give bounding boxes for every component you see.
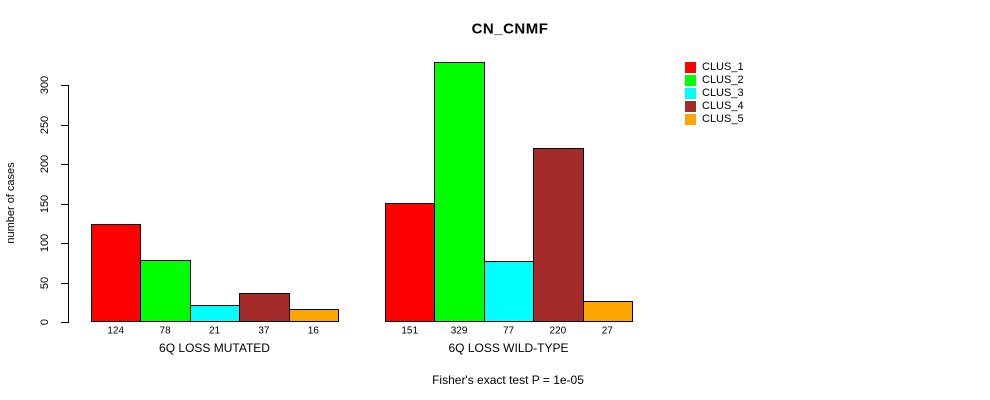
legend-item: CLUS_3 — [685, 88, 744, 99]
y-tick — [61, 282, 69, 284]
legend-item: CLUS_1 — [685, 62, 744, 73]
bar-clus_3-group2 — [483, 261, 535, 322]
legend-label: CLUS_2 — [702, 74, 744, 86]
legend-swatch-clus_3 — [685, 88, 696, 99]
y-tick — [61, 243, 69, 244]
y-tick — [61, 85, 69, 86]
y-tick-label: 250 — [39, 115, 51, 134]
y-tick — [61, 124, 69, 126]
legend-item: CLUS_2 — [685, 75, 744, 86]
chart-title: CN_CNMF — [471, 20, 549, 38]
y-tick — [61, 164, 69, 165]
bar-value-label: 220 — [549, 325, 567, 337]
y-tick-label: 100 — [39, 233, 51, 253]
y-tick-label: 50 — [39, 276, 51, 289]
legend-label: CLUS_5 — [702, 113, 744, 125]
y-axis-label: number of cases — [5, 162, 17, 244]
bar-value-label: 16 — [307, 325, 319, 337]
legend-swatch-clus_5 — [685, 114, 696, 125]
y-tick-label: 150 — [39, 194, 51, 213]
legend-label: CLUS_3 — [702, 87, 744, 99]
legend-swatch-clus_4 — [685, 101, 696, 112]
y-tick — [61, 203, 69, 205]
group-label-1: 6Q LOSS MUTATED — [159, 341, 270, 355]
bar-clus_4-group1 — [239, 292, 290, 322]
y-tick-label: 200 — [39, 154, 51, 174]
bar-clus_1-group2 — [385, 202, 436, 322]
y-tick-label: 0 — [39, 318, 51, 326]
y-tick-label: 300 — [39, 75, 51, 95]
bar-value-label: 151 — [401, 325, 419, 337]
bar-value-label: 78 — [159, 325, 171, 337]
bar-value-label: 77 — [502, 325, 515, 337]
bar-clus_5-group1 — [288, 309, 339, 322]
legend: CLUS_1 CLUS_2 CLUS_3 CLUS_4 CLUS_5 — [685, 62, 744, 125]
legend-item: CLUS_5 — [685, 114, 744, 125]
bar-clus_5-group2 — [582, 300, 633, 322]
legend-label: CLUS_1 — [702, 61, 744, 73]
bar-value-label: 21 — [208, 325, 221, 337]
stat-test-footnote: Fisher's exact test P = 1e-05 — [432, 373, 584, 387]
bar-value-label: 27 — [601, 325, 613, 337]
bar-value-label: 37 — [258, 325, 270, 337]
bar-clus_1-group1 — [91, 224, 142, 322]
bar-value-label: 329 — [450, 325, 468, 337]
y-tick — [61, 322, 69, 323]
bar-clus_2-group1 — [140, 260, 191, 322]
bar-value-label: 124 — [107, 325, 125, 337]
group-label-2: 6Q LOSS WILD-TYPE — [448, 341, 569, 355]
legend-swatch-clus_2 — [685, 75, 696, 86]
legend-item: CLUS_4 — [685, 101, 744, 112]
legend-label: CLUS_4 — [702, 100, 744, 112]
bar-clus_4-group2 — [533, 148, 584, 322]
legend-swatch-clus_1 — [685, 62, 696, 73]
bar-clus_3-group1 — [189, 305, 241, 322]
bar-clus_2-group2 — [434, 62, 485, 322]
